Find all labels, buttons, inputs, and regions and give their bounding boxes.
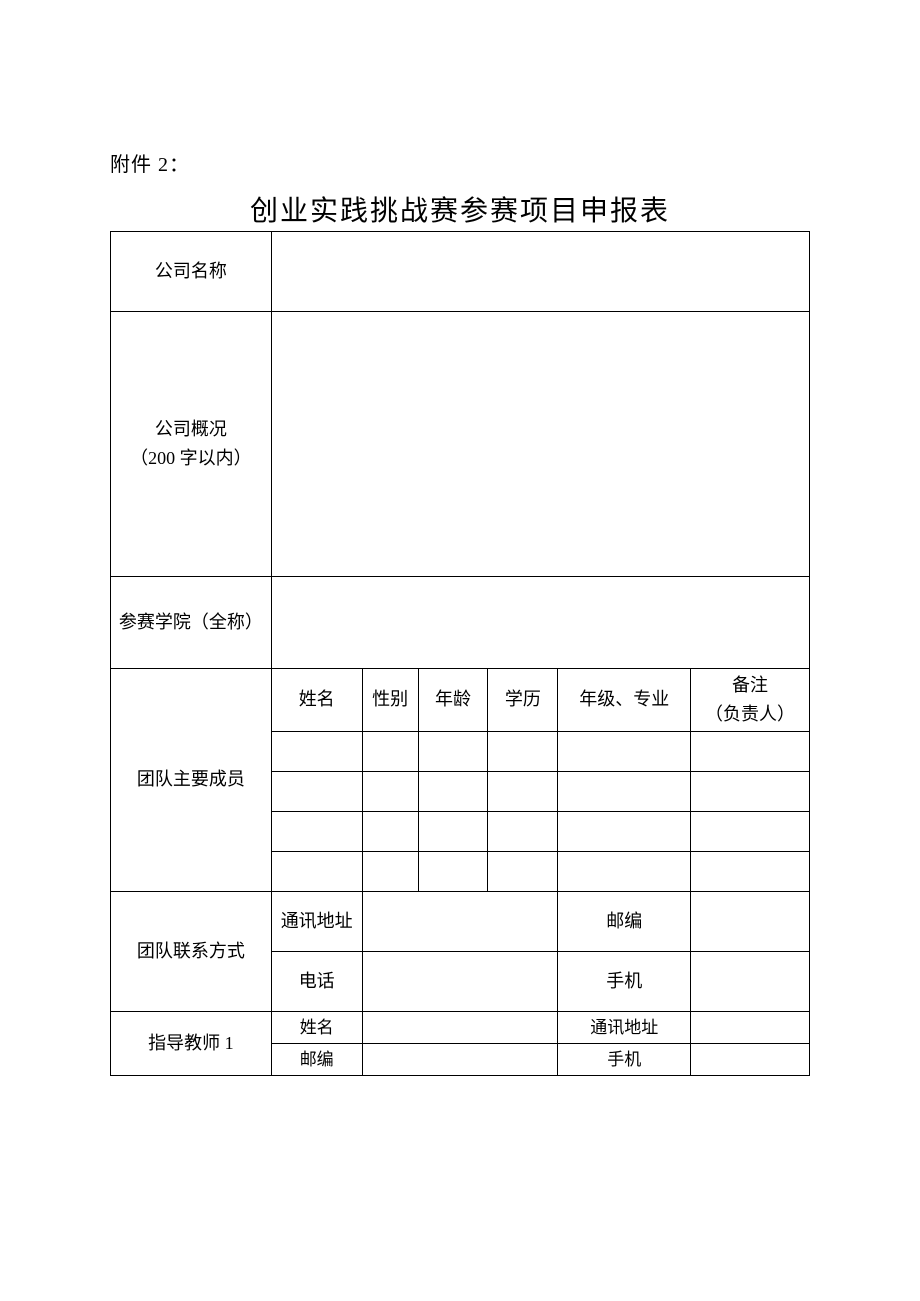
advisor-name-label: 姓名 [271, 1011, 362, 1043]
overview-label-line1: 公司概况 [115, 415, 267, 444]
team-members-label: 团队主要成员 [111, 669, 272, 892]
advisor-mobile-value [691, 1043, 810, 1075]
m2-age [418, 771, 488, 811]
mobile-value [691, 951, 810, 1011]
header-name: 姓名 [271, 669, 362, 732]
team-header-row: 团队主要成员 姓名 性别 年龄 学历 年级、专业 备注 （负责人） [111, 669, 810, 732]
m2-grade-major [558, 771, 691, 811]
m2-remark [691, 771, 810, 811]
remark-line2: （负责人） [695, 700, 805, 729]
m3-age [418, 811, 488, 851]
m1-age [418, 731, 488, 771]
header-grade-major: 年级、专业 [558, 669, 691, 732]
company-name-row: 公司名称 [111, 232, 810, 312]
header-education: 学历 [488, 669, 558, 732]
m1-education [488, 731, 558, 771]
advisor-name-value [362, 1011, 558, 1043]
advisor-postcode-label: 邮编 [271, 1043, 362, 1075]
m3-gender [362, 811, 418, 851]
college-row: 参赛学院（全称） [111, 577, 810, 669]
m2-gender [362, 771, 418, 811]
postcode-label: 邮编 [558, 891, 691, 951]
m2-name [271, 771, 362, 811]
m1-grade-major [558, 731, 691, 771]
advisor-mobile-label: 手机 [558, 1043, 691, 1075]
advisor-row-1: 指导教师 1 姓名 通讯地址 [111, 1011, 810, 1043]
college-label: 参赛学院（全称） [111, 577, 272, 669]
application-form-table: 公司名称 公司概况 （200 字以内） 参赛学院（全称） 团队主要成员 姓名 性… [110, 231, 810, 1076]
remark-line1: 备注 [695, 671, 805, 700]
company-name-label: 公司名称 [111, 232, 272, 312]
phone-value [362, 951, 558, 1011]
m4-remark [691, 851, 810, 891]
m4-age [418, 851, 488, 891]
m3-remark [691, 811, 810, 851]
page-title: 创业实践挑战赛参赛项目申报表 [110, 189, 810, 229]
m1-name [271, 731, 362, 771]
overview-label-line2: （200 字以内） [115, 444, 267, 473]
m3-name [271, 811, 362, 851]
m4-gender [362, 851, 418, 891]
advisor-label: 指导教师 1 [111, 1011, 272, 1075]
contact-row-1: 团队联系方式 通讯地址 邮编 [111, 891, 810, 951]
mobile-label: 手机 [558, 951, 691, 1011]
advisor-address-value [691, 1011, 810, 1043]
header-age: 年龄 [418, 669, 488, 732]
m1-remark [691, 731, 810, 771]
m4-name [271, 851, 362, 891]
attachment-label: 附件 2： [110, 148, 810, 177]
postcode-value [691, 891, 810, 951]
header-gender: 性别 [362, 669, 418, 732]
advisor-address-label: 通讯地址 [558, 1011, 691, 1043]
college-value [271, 577, 809, 669]
m4-grade-major [558, 851, 691, 891]
address-label: 通讯地址 [271, 891, 362, 951]
company-overview-value [271, 312, 809, 577]
header-remark: 备注 （负责人） [691, 669, 810, 732]
company-overview-label: 公司概况 （200 字以内） [111, 312, 272, 577]
phone-label: 电话 [271, 951, 362, 1011]
company-overview-row: 公司概况 （200 字以内） [111, 312, 810, 577]
m3-grade-major [558, 811, 691, 851]
address-value [362, 891, 558, 951]
m1-gender [362, 731, 418, 771]
advisor-postcode-value [362, 1043, 558, 1075]
m3-education [488, 811, 558, 851]
m2-education [488, 771, 558, 811]
m4-education [488, 851, 558, 891]
company-name-value [271, 232, 809, 312]
contact-label: 团队联系方式 [111, 891, 272, 1011]
